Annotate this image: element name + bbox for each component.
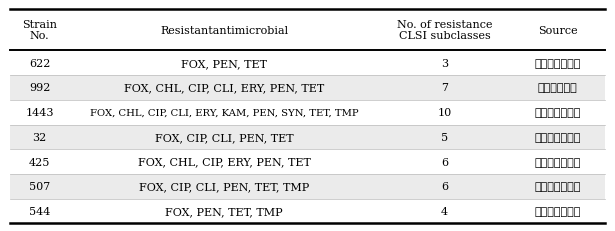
Text: FOX, CHL, CIP, CLI, ERY, PEN, TET: FOX, CHL, CIP, CLI, ERY, PEN, TET — [124, 83, 324, 93]
Text: 4: 4 — [441, 206, 448, 216]
Text: 622: 622 — [29, 58, 50, 68]
Text: FOX, PEN, TET, TMP: FOX, PEN, TET, TMP — [165, 206, 283, 216]
Text: FOX, CIP, CLI, PEN, TET, TMP: FOX, CIP, CLI, PEN, TET, TMP — [139, 182, 309, 191]
Text: 507: 507 — [29, 182, 50, 191]
Text: 폼지고기국내산: 폼지고기국내산 — [534, 182, 581, 191]
Text: Resistantantimicrobial: Resistantantimicrobial — [160, 26, 288, 36]
Bar — [10, 76, 605, 100]
Text: 32: 32 — [33, 132, 47, 142]
Text: 425: 425 — [29, 157, 50, 167]
Text: No. of resistance
CLSI subclasses: No. of resistance CLSI subclasses — [397, 20, 492, 41]
Text: 폼지고기국내산: 폼지고기국내산 — [534, 58, 581, 68]
Text: 10: 10 — [437, 108, 451, 118]
Text: 6: 6 — [441, 182, 448, 191]
Text: Source: Source — [538, 26, 577, 36]
Bar — [10, 125, 605, 150]
Bar — [10, 150, 605, 174]
Bar — [10, 100, 605, 125]
Text: 1443: 1443 — [25, 108, 54, 118]
Text: 폼지고기국내산: 폼지고기국내산 — [534, 132, 581, 142]
Bar — [10, 174, 605, 199]
Text: 544: 544 — [29, 206, 50, 216]
Text: 폼지고기국내산: 폼지고기국내산 — [534, 157, 581, 167]
Text: 6: 6 — [441, 157, 448, 167]
Bar — [10, 51, 605, 76]
Bar — [10, 199, 605, 223]
Text: 닭고기국내산: 닭고기국내산 — [538, 83, 577, 93]
Text: 폼지고기국내산: 폼지고기국내산 — [534, 206, 581, 216]
Text: 5: 5 — [441, 132, 448, 142]
Text: FOX, CHL, CIP, ERY, PEN, TET: FOX, CHL, CIP, ERY, PEN, TET — [138, 157, 311, 167]
Text: 992: 992 — [29, 83, 50, 93]
Text: Strain
No.: Strain No. — [22, 20, 57, 41]
Text: FOX, PEN, TET: FOX, PEN, TET — [181, 58, 267, 68]
Text: 7: 7 — [441, 83, 448, 93]
Text: FOX, CHL, CIP, CLI, ERY, KAM, PEN, SYN, TET, TMP: FOX, CHL, CIP, CLI, ERY, KAM, PEN, SYN, … — [90, 108, 359, 117]
Text: 3: 3 — [441, 58, 448, 68]
Text: FOX, CIP, CLI, PEN, TET: FOX, CIP, CLI, PEN, TET — [155, 132, 293, 142]
Text: 폼지고기국내산: 폼지고기국내산 — [534, 108, 581, 118]
